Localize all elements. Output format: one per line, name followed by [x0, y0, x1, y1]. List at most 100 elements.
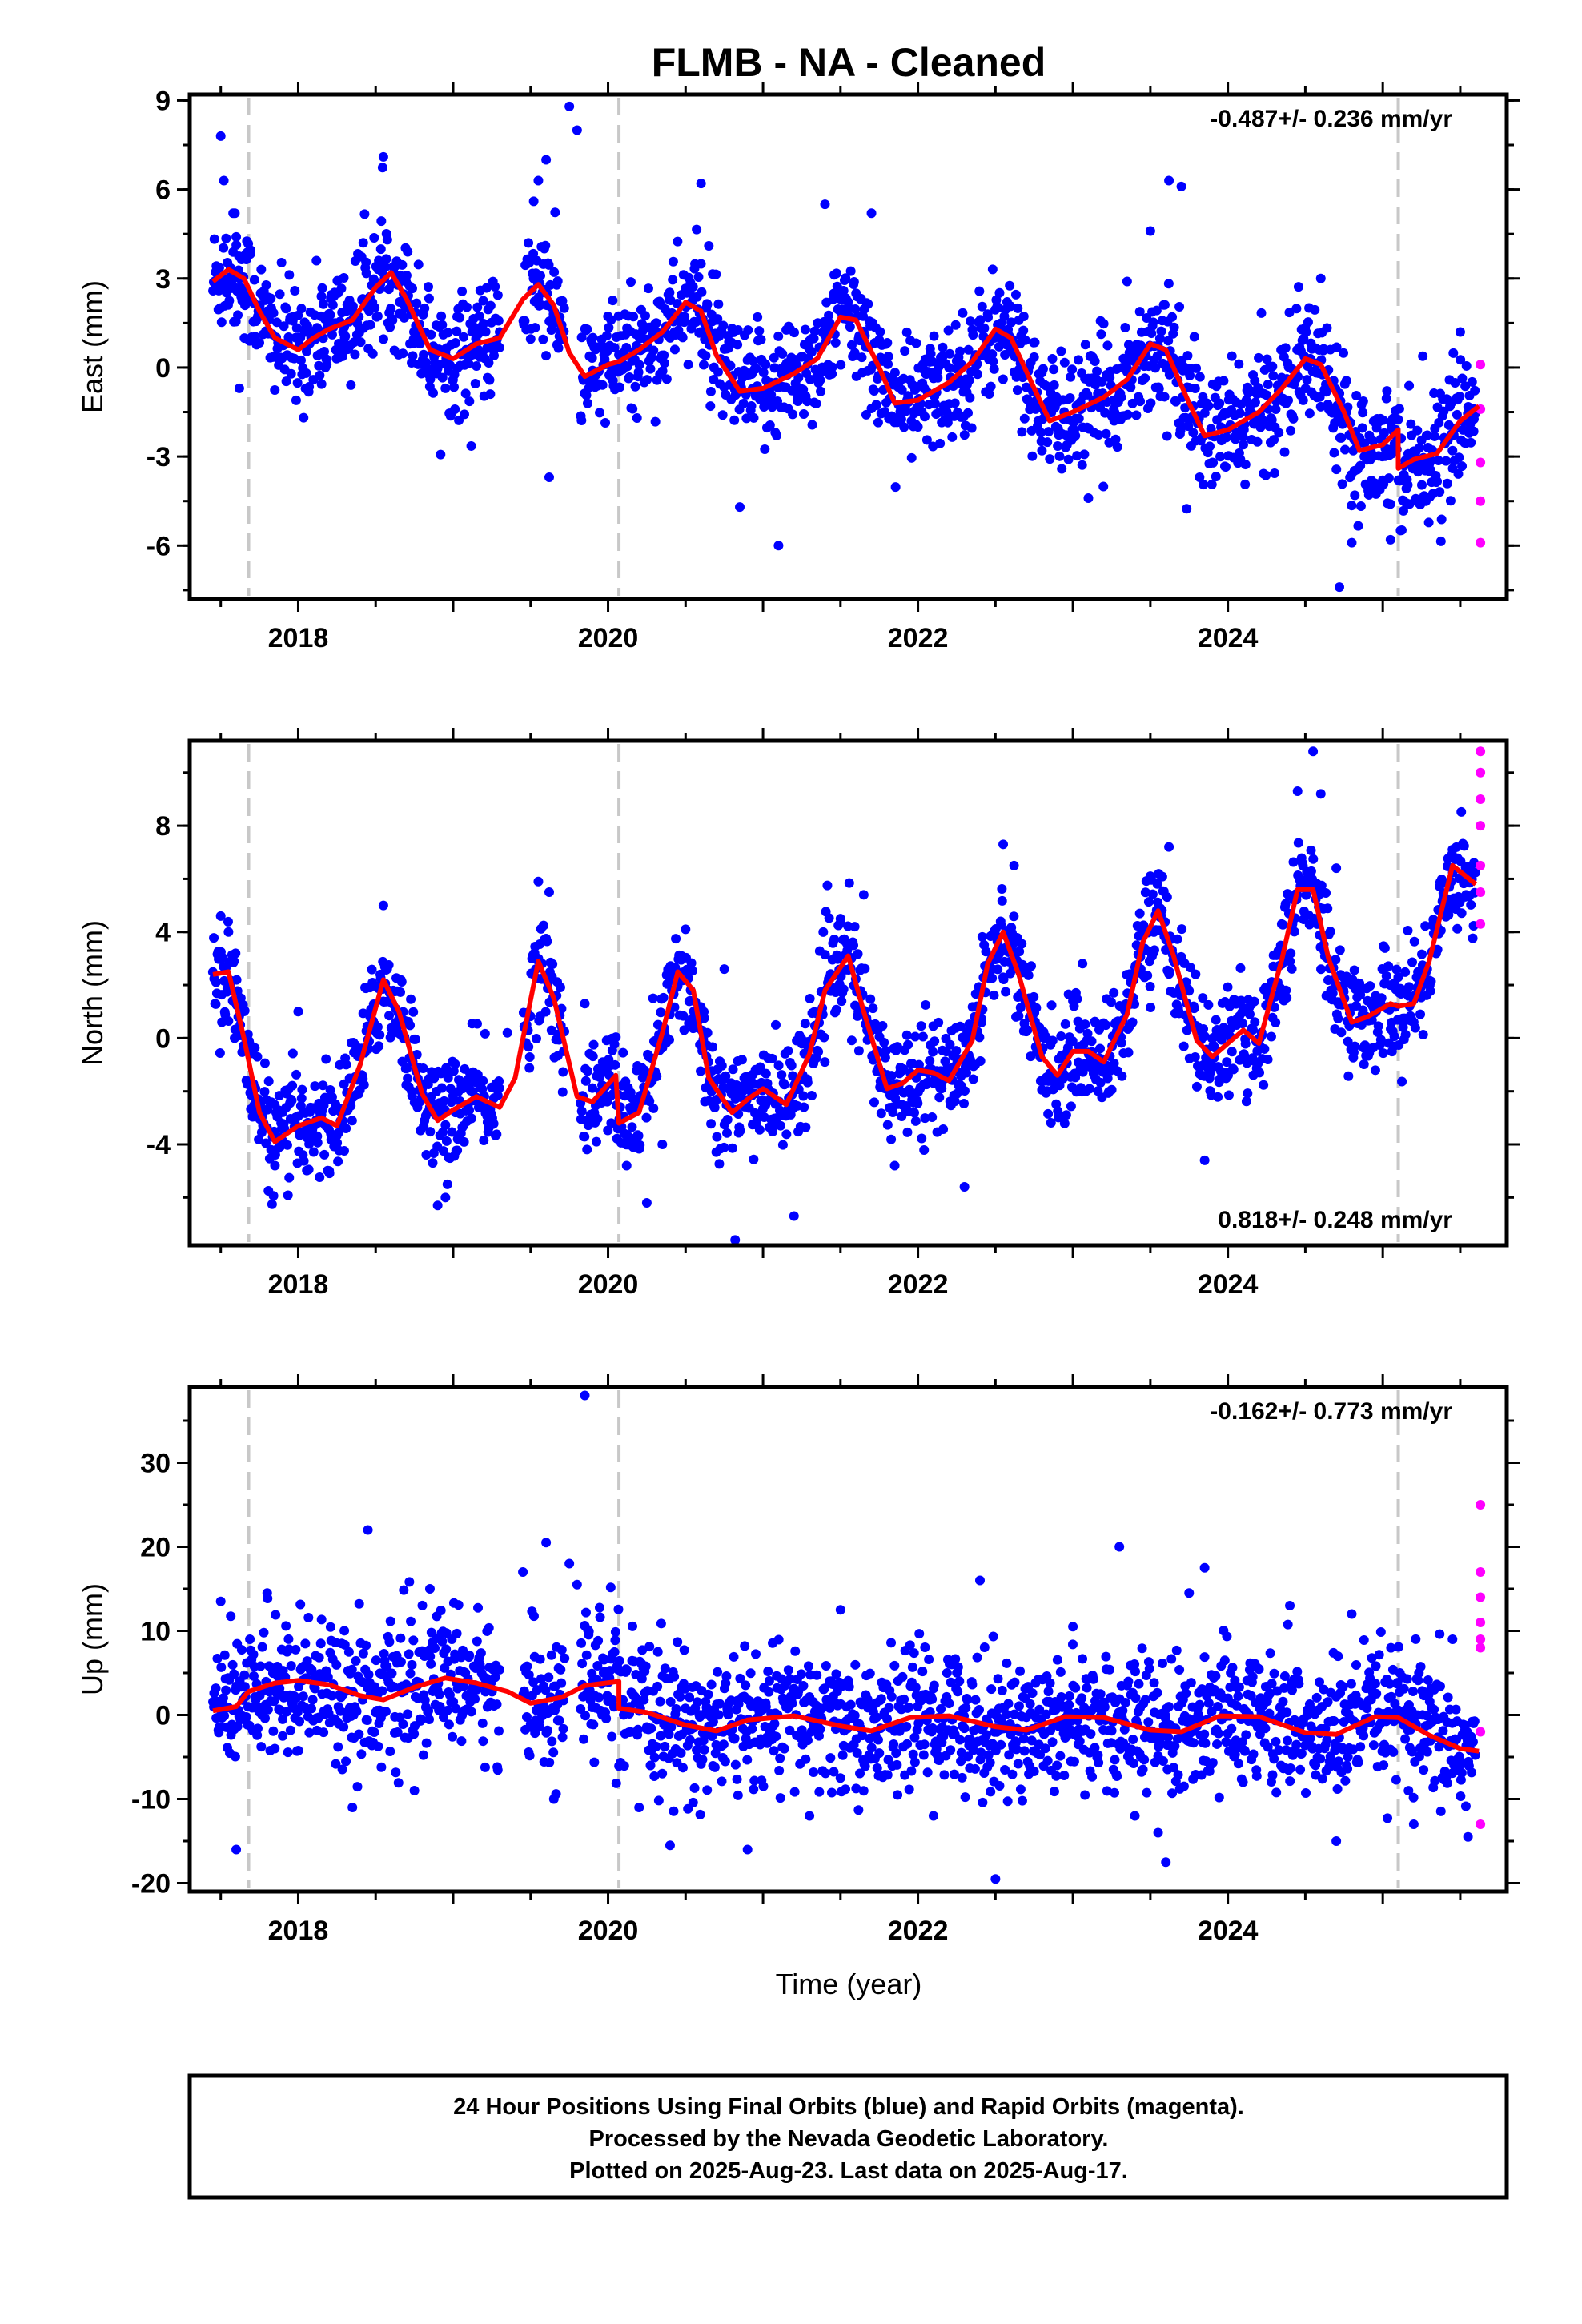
up-final-point — [404, 1577, 415, 1587]
north-final-point — [1278, 919, 1288, 930]
north-final-point — [1109, 1058, 1119, 1068]
east-final-point — [713, 299, 724, 309]
north-final-point — [917, 1031, 928, 1042]
up-final-point — [259, 1713, 270, 1723]
up-final-point — [576, 1703, 586, 1714]
east-final-point — [284, 270, 295, 280]
east-final-point — [541, 351, 552, 361]
north-final-point — [308, 1147, 319, 1157]
east-final-point — [415, 339, 425, 349]
east-final-point — [609, 343, 620, 353]
east-final-point — [1070, 431, 1081, 441]
east-final-point — [1448, 348, 1459, 358]
up-final-point — [718, 1739, 729, 1750]
east-final-point — [327, 329, 337, 340]
east-final-point — [857, 352, 867, 363]
east-final-point — [1199, 408, 1210, 418]
east-final-point — [550, 207, 560, 218]
east-final-point — [1215, 452, 1226, 462]
north-final-point — [1289, 927, 1299, 937]
north-final-point — [853, 949, 863, 959]
east-final-point — [214, 263, 224, 273]
north-final-point — [466, 1113, 476, 1124]
north-final-outlier — [1009, 860, 1019, 870]
north-final-point — [1213, 1092, 1223, 1102]
up-final-point — [677, 1763, 688, 1773]
north-final-point — [775, 1120, 785, 1131]
north-final-point — [1080, 1019, 1090, 1030]
up-final-point — [592, 1661, 603, 1671]
east-final-point — [582, 398, 592, 408]
north-final-point — [576, 1106, 587, 1116]
east-final-point — [540, 240, 551, 251]
east-final-point — [557, 296, 568, 306]
north-final-point — [1061, 1110, 1071, 1120]
up-final-point — [619, 1761, 629, 1771]
north-final-point — [319, 1149, 330, 1160]
east-final-point — [1267, 415, 1277, 425]
up-final-point — [424, 1715, 435, 1725]
east-final-point — [249, 275, 259, 285]
east-rate-text: -0.487+/- 0.236 mm/yr — [1210, 106, 1452, 132]
north-final-point — [1223, 982, 1233, 992]
east-final-point — [748, 356, 758, 367]
east-final-point — [1368, 436, 1379, 446]
up-final-point — [715, 1699, 725, 1709]
east-final-point — [1450, 377, 1460, 388]
up-final-point — [241, 1712, 251, 1723]
east-final-point — [1059, 357, 1070, 368]
east-final-point — [994, 287, 1005, 298]
up-final-point — [436, 1606, 446, 1616]
east-final-point — [963, 408, 974, 418]
up-final-point — [256, 1742, 267, 1752]
north-final-point — [664, 1035, 674, 1045]
east-final-point — [1310, 304, 1320, 315]
north-final-point — [1046, 1118, 1056, 1128]
up-final-point — [557, 1732, 568, 1743]
north-final-point — [975, 1055, 986, 1066]
up-final-point — [358, 1648, 368, 1659]
east-final-point — [1127, 398, 1138, 408]
up-final-point — [448, 1731, 458, 1742]
east-final-point — [1047, 353, 1058, 364]
up-final-point — [283, 1747, 293, 1758]
east-y-tick-label: 9 — [155, 86, 171, 116]
east-final-point — [372, 311, 383, 321]
north-final-point — [820, 1057, 830, 1068]
north-final-point — [886, 1134, 897, 1144]
north-final-point — [993, 964, 1003, 975]
east-final-point — [420, 303, 430, 313]
north-final-point — [1031, 1003, 1042, 1013]
up-final-point — [721, 1671, 732, 1682]
east-final-point — [582, 324, 592, 335]
north-final-outlier — [1308, 746, 1319, 757]
north-final-point — [945, 1039, 955, 1050]
up-final-point — [789, 1787, 800, 1797]
north-final-point — [259, 1058, 270, 1068]
east-final-point — [1017, 427, 1027, 437]
east-final-outlier — [1037, 445, 1047, 456]
north-final-point — [712, 1132, 722, 1142]
east-final-point — [437, 320, 448, 330]
north-final-point — [542, 936, 552, 947]
up-final-point — [779, 1743, 789, 1754]
north-final-point — [450, 1059, 460, 1069]
north-final-point — [1443, 910, 1454, 920]
east-final-point — [270, 385, 280, 396]
north-final-point — [555, 982, 565, 992]
east-final-point — [276, 258, 287, 268]
up-final-point — [821, 1768, 831, 1779]
east-final-point — [1189, 332, 1199, 342]
east-final-point — [490, 282, 500, 292]
north-final-point — [1017, 939, 1027, 949]
east-final-point — [1398, 505, 1408, 516]
up-final-point — [707, 1731, 717, 1741]
east-final-point — [811, 399, 821, 409]
up-final-point — [456, 1736, 467, 1747]
north-final-point — [1376, 993, 1387, 1003]
north-final-point — [860, 963, 870, 974]
east-final-point — [633, 367, 644, 377]
east-final-point — [337, 351, 347, 361]
east-final-point — [777, 348, 788, 359]
